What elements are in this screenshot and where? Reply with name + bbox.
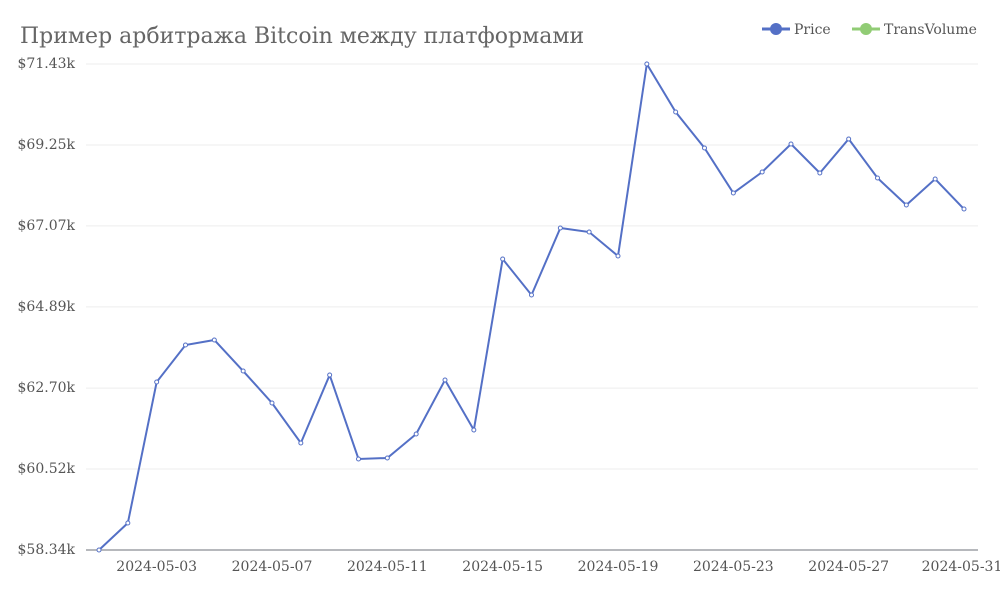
data-point (875, 175, 880, 181)
data-point (96, 547, 102, 553)
x-tick-label: 2024-05-15 (462, 559, 543, 575)
data-point (384, 455, 390, 461)
x-tick-label: 2024-05-11 (347, 559, 428, 575)
data-point (961, 206, 967, 212)
data-point (442, 377, 448, 383)
data-point (298, 440, 304, 446)
y-tick-label: $69.25k (18, 137, 76, 153)
data-point (673, 109, 679, 115)
data-point (730, 190, 736, 196)
y-tick-label: $62.70k (18, 380, 76, 396)
data-point (817, 170, 823, 176)
data-point (183, 342, 188, 348)
y-tick-label: $60.52k (18, 461, 76, 477)
data-point (240, 368, 246, 374)
data-point (211, 337, 217, 343)
data-point (125, 520, 131, 526)
data-point (903, 202, 909, 208)
data-point (788, 141, 794, 147)
data-point (269, 400, 275, 406)
data-point (846, 136, 852, 142)
x-tick-label: 2024-05-23 (693, 559, 774, 575)
x-tick-label: 2024-05-19 (578, 559, 659, 575)
x-tick-label: 2024-05-03 (116, 559, 197, 575)
data-point (154, 379, 160, 385)
y-tick-label: $67.07k (18, 218, 76, 234)
data-point (615, 253, 621, 259)
data-point (557, 225, 563, 231)
data-point (413, 431, 419, 437)
chart-title: Пример арбитража Bitcoin между платформа… (20, 24, 584, 49)
data-point (702, 145, 707, 151)
data-point (586, 229, 592, 235)
data-point (471, 427, 477, 433)
y-tick-label: $64.89k (18, 299, 76, 315)
data-point (529, 292, 534, 298)
legend-marker (770, 23, 782, 35)
x-tick-label: 2024-05-31 (922, 559, 1000, 575)
data-point (500, 256, 506, 262)
x-tick-label: 2024-05-07 (232, 559, 313, 575)
legend-label: Price (794, 22, 831, 38)
y-tick-label: $71.43k (18, 56, 76, 72)
data-point (759, 169, 765, 175)
data-point (327, 372, 333, 378)
x-tick-label: 2024-05-27 (808, 559, 889, 575)
data-point (932, 176, 938, 182)
data-point (356, 456, 361, 462)
legend-marker (860, 23, 872, 35)
y-tick-label: $58.34k (18, 542, 76, 558)
data-point (644, 61, 650, 67)
legend-label: TransVolume (884, 22, 977, 38)
